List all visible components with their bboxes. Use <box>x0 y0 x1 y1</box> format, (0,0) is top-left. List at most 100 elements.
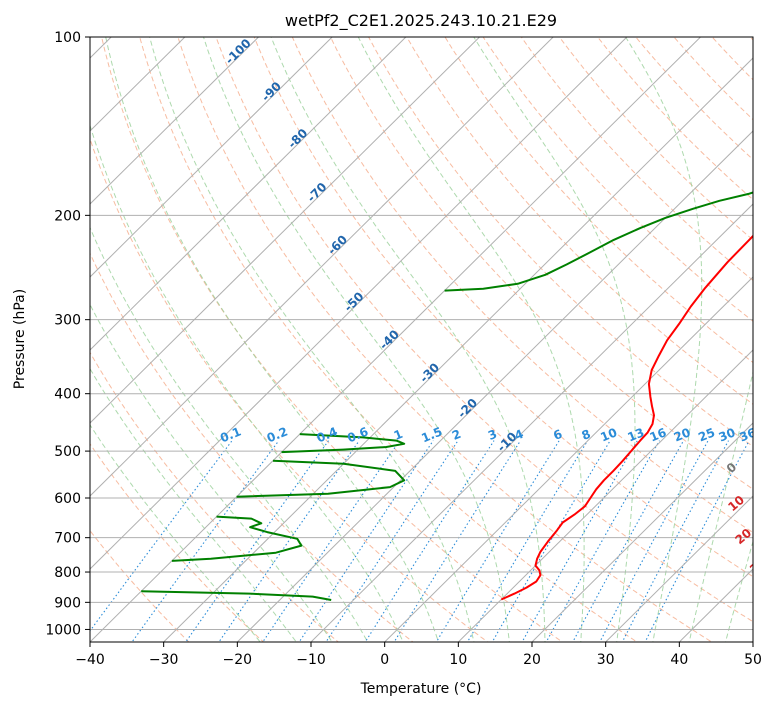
mixing-ratio-line <box>131 440 280 642</box>
mixing-ratio-label: 20 <box>672 425 693 444</box>
isotherm-line <box>90 37 333 278</box>
green-profile-curve <box>171 515 303 562</box>
dry-adiabat-line <box>711 37 753 81</box>
mixing-ratio-label: 10 <box>598 425 619 444</box>
mixing-ratio-line <box>644 440 750 642</box>
dry-adiabat-line <box>101 37 564 642</box>
mixing-ratio-line <box>298 440 434 642</box>
y-tick-label: 700 <box>54 531 81 547</box>
x-tick-label: −10 <box>296 652 326 668</box>
mixing-ratio-label: 25 <box>696 425 717 444</box>
y-tick-label: 900 <box>54 595 81 611</box>
dry-adiabat-line <box>749 37 753 41</box>
isotherm-label: -40 <box>377 327 402 352</box>
x-tick-label: 0 <box>380 652 389 668</box>
isotherm-line <box>457 349 753 642</box>
mixing-ratio-line <box>491 440 611 642</box>
mixing-ratio-label: 1.5 <box>419 424 444 445</box>
mixing-ratio-line <box>90 440 233 632</box>
isotherm-label: -60 <box>325 232 350 257</box>
isotherm-label: -30 <box>417 360 442 385</box>
x-axis-label: Temperature (°C) <box>360 681 482 697</box>
mixing-ratio-label: 0.1 <box>218 424 243 445</box>
isotherm-line <box>531 422 753 642</box>
mixing-ratio-line <box>364 440 495 642</box>
profile-series <box>141 191 753 601</box>
dry-adiabat-line <box>368 37 753 448</box>
isotherm-line <box>90 37 628 570</box>
mixing-ratio-label: 0.6 <box>345 424 370 445</box>
moist-adiabat-label: 10 <box>725 493 747 514</box>
y-tick-label: 300 <box>54 313 81 329</box>
moist-adiabat-label: 40 <box>766 580 775 601</box>
mixing-ratio-line <box>325 440 459 642</box>
y-tick-label: 1000 <box>45 622 81 638</box>
isotherm-line <box>605 495 753 642</box>
isotherm-label: -50 <box>341 289 366 314</box>
mixing-ratio-label: 2 <box>450 427 463 443</box>
mixing-ratio-line <box>599 440 709 642</box>
moist-adiabat-line <box>105 37 440 642</box>
mixing-ratio-label: 13 <box>626 425 647 444</box>
isotherm-line <box>678 568 753 642</box>
dry-adiabat-line <box>444 37 753 364</box>
green-profile-curve <box>281 433 406 454</box>
dry-adiabat-line <box>90 137 489 642</box>
x-tick-label: 40 <box>670 652 688 668</box>
mixing-ratio-label: 0.4 <box>315 424 340 445</box>
grid-lines <box>90 37 753 642</box>
isotherm-label: -100 <box>223 36 254 67</box>
x-tick-label: 20 <box>523 652 541 668</box>
isotherm-line <box>310 203 753 642</box>
dry-adiabat-line <box>482 37 753 322</box>
dry-adiabat-line <box>291 37 753 534</box>
mixing-ratio-line <box>466 440 589 642</box>
mixing-ratio-line <box>393 440 521 642</box>
dry-adiabat-line <box>139 37 638 642</box>
mixing-ratio-label: 3 <box>486 427 499 443</box>
mixing-ratio-line <box>218 440 360 642</box>
isotherm-line <box>384 276 753 642</box>
isotherm-label: -90 <box>259 79 284 104</box>
isotherm-line <box>90 37 701 642</box>
dry-adiabat-line <box>215 37 753 623</box>
dry-adiabat-line <box>90 351 339 642</box>
mixing-ratio-lines <box>90 440 750 642</box>
y-tick-label: 400 <box>54 387 81 403</box>
dry-adiabat-line <box>558 37 753 241</box>
mixing-ratio-label: 8 <box>580 427 593 443</box>
y-tick-label: 100 <box>54 30 81 46</box>
isotherm-label: -70 <box>304 180 329 205</box>
isotherm-line <box>163 57 753 642</box>
moist-adiabat-line <box>473 37 636 642</box>
mixing-ratio-line <box>185 440 330 642</box>
mixing-ratio-line <box>572 440 685 642</box>
y-tick-label: 500 <box>54 444 81 460</box>
green-profile-curve <box>236 459 406 498</box>
dry-adiabats <box>90 37 753 642</box>
mixing-ratio-line <box>521 440 638 642</box>
y-axis-label: Pressure (hPa) <box>12 289 28 389</box>
x-tick-label: 30 <box>597 652 615 668</box>
mixing-ratio-line <box>545 440 660 642</box>
isotherm-line <box>90 37 480 424</box>
x-tick-label: −40 <box>75 652 105 668</box>
x-tick-label: 10 <box>449 652 467 668</box>
green-profile-curve <box>444 191 753 292</box>
isotherm-label: -20 <box>455 396 480 421</box>
mixing-ratio-label: 30 <box>717 425 738 444</box>
y-tick-label: 200 <box>54 208 81 224</box>
moist-adiabat-line <box>725 539 753 642</box>
x-tick-label: −30 <box>149 652 179 668</box>
temperature-profile <box>500 234 753 601</box>
isotherm-line <box>90 37 554 497</box>
plot-area: -100-90-80-70-60-50-40-30-20-100.1 0.2 0.4… <box>90 36 775 642</box>
moist-adiabat-label: 20 <box>732 526 754 547</box>
moist-adiabat-label: 30 <box>747 555 769 576</box>
mixing-ratio-line <box>621 440 729 642</box>
x-tick-label: −20 <box>223 652 253 668</box>
isotherm-label: -80 <box>285 126 310 151</box>
y-axis-ticks: 1000 900 800 700 600 500 400 300 200 100 <box>45 30 90 638</box>
y-tick-label: 800 <box>54 565 81 581</box>
